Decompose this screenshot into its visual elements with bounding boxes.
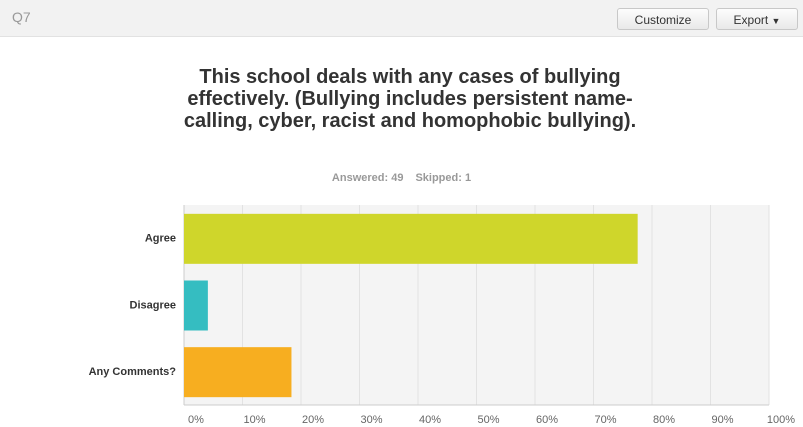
x-tick-label: 60% (536, 414, 558, 426)
answered: Answered: 49 (331, 172, 404, 184)
y-tick-label: Agree (145, 233, 176, 245)
x-tick-label: 70% (594, 414, 616, 426)
caret: ▼ (771, 16, 781, 26)
x-tick-label: 20% (302, 414, 324, 426)
x-tick-label: 80% (653, 414, 675, 426)
export-button[interactable]: Export ▼ (716, 8, 798, 30)
bar (184, 213, 638, 264)
chart-title: This school deals with any cases of bull… (183, 66, 637, 132)
bar (184, 280, 208, 331)
bar (184, 347, 292, 398)
x-tick-label: 90% (711, 414, 733, 426)
y-tick-label: Any Comments? (89, 366, 177, 378)
question-header: Q7 Customize Export ▼ (0, 0, 803, 37)
customize-button[interactable]: Customize (617, 8, 709, 30)
skipped: Skipped: 1 (415, 172, 472, 184)
y-tick-label: Disagree (130, 299, 176, 311)
x-tick-label: 100% (767, 414, 795, 426)
question-number: Q7 (12, 9, 31, 25)
x-tick-label: 40% (419, 414, 441, 426)
x-tick-label: 10% (243, 414, 265, 426)
export-label[interactable]: Export (733, 13, 769, 27)
x-tick-label: 30% (360, 414, 382, 426)
response-counts: Answered: 49 Skipped: 1 (0, 172, 803, 184)
x-tick-label: 0% (188, 414, 204, 426)
x-tick-label: 50% (477, 414, 499, 426)
